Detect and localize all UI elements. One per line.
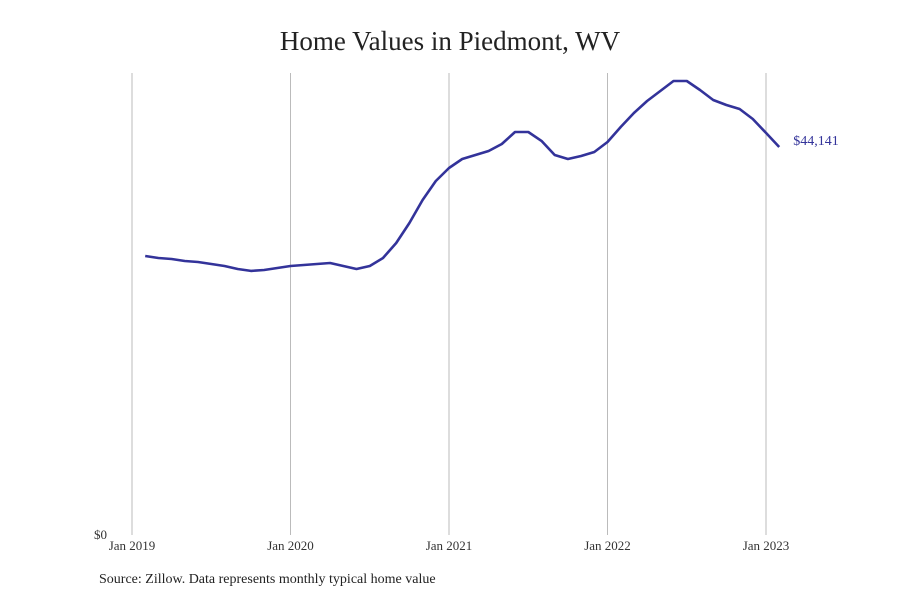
chart-title: Home Values in Piedmont, WV	[279, 26, 621, 56]
x-tick-label: Jan 2023	[743, 538, 790, 553]
x-tick-label: Jan 2021	[426, 538, 473, 553]
x-tick-label: Jan 2022	[584, 538, 631, 553]
source-note: Source: Zillow. Data represents monthly …	[99, 572, 436, 587]
end-value-label: $44,141	[793, 134, 839, 149]
x-tick-label: Jan 2019	[109, 538, 156, 553]
y-tick-label: $0	[94, 527, 107, 542]
x-tick-label: Jan 2020	[267, 538, 314, 553]
series-line-home-value	[145, 79, 781, 273]
